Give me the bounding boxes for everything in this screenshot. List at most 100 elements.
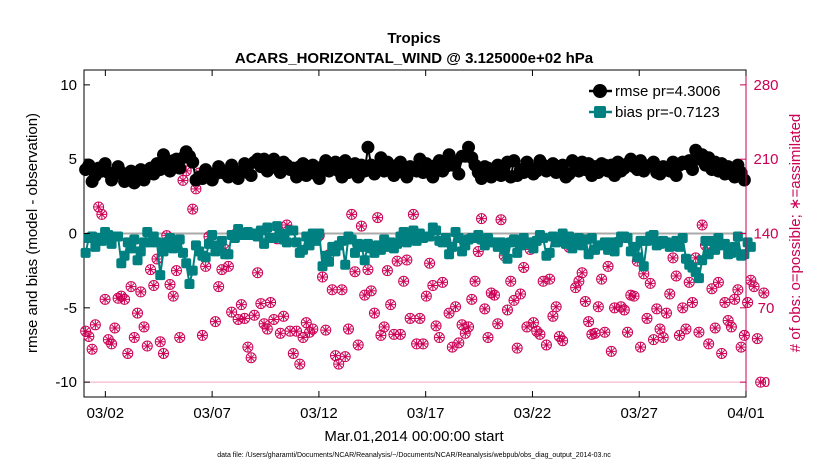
bias-point [324,256,335,267]
legend-bias-marker [594,106,606,118]
obs-point [469,275,481,287]
obs-assimilated-marker [684,277,694,287]
obs-point [670,270,682,282]
star-stroke [516,290,524,298]
obs-possible-marker [518,261,530,273]
star-stroke [403,256,411,264]
obs-possible-marker [641,312,653,324]
star-stroke [319,273,327,281]
obs-point [242,341,254,353]
obs-possible-marker [372,212,384,224]
obs-assimilated-marker [337,285,347,295]
bias-point [638,261,649,272]
bias-point [359,255,370,266]
obs-possible-marker [300,317,312,329]
obs-point [420,290,432,302]
rmse-point [737,173,751,187]
obs-assimilated-marker [515,289,525,299]
obs-point [738,329,750,341]
obs-possible-marker [472,246,484,258]
obs-assimilated-marker [100,294,110,304]
rmse-point [507,154,521,168]
obs-point [677,302,689,314]
bias-point [126,243,137,254]
obs-possible-marker [427,280,439,292]
obs-point [141,340,153,352]
y-right-tick-label: 140 [753,226,778,243]
obs-point [268,313,280,325]
obs-possible-marker [670,270,682,282]
obs-point [489,289,501,301]
bias-point [719,238,730,249]
obs-point [255,298,267,310]
star-stroke [267,299,275,307]
star-stroke [331,352,339,360]
obs-point [537,275,549,287]
star-stroke [95,203,103,211]
obs-assimilated-marker [392,256,402,266]
obs-assimilated-marker [87,344,97,354]
star-stroke [718,349,726,357]
obs-point [547,310,559,322]
obs-point [93,201,105,213]
obs-assimilated-marker [399,276,409,286]
obs-point [417,338,429,350]
obs-possible-marker [333,358,345,370]
obs-assimilated-marker [240,313,250,323]
obs-point [450,301,462,313]
obs-possible-marker [696,219,708,231]
obs-assimilated-marker [139,322,149,332]
obs-possible-marker [216,264,228,276]
obs-possible-marker [304,326,316,338]
obs-possible-marker [245,352,257,364]
obs-point [154,336,166,348]
star-stroke [328,286,336,294]
bias-point [622,232,633,243]
star-stroke [585,318,593,326]
bias-series [80,221,756,290]
obs-point [368,307,380,319]
obs-point [346,208,358,220]
obs-possible-marker [758,287,770,299]
obs-assimilated-marker [707,284,717,294]
obs-point [622,326,634,338]
rmse-point [400,170,414,184]
obs-assimilated-marker [301,318,311,328]
obs-assimilated-marker [720,298,730,308]
obs-possible-marker [248,309,260,321]
obs-point [742,297,754,309]
obs-point [735,341,747,353]
obs-point [544,273,556,285]
bias-point [677,232,688,243]
obs-assimilated-marker [165,279,175,289]
obs-point [158,347,170,359]
obs-point [291,325,303,337]
star-stroke [708,285,716,293]
star-stroke [348,210,356,218]
obs-point [719,297,731,309]
obs-assimilated-marker [464,322,474,332]
bias-point [440,232,451,243]
bias-point [538,232,549,243]
obs-point [725,321,737,333]
obs-possible-marker [265,297,277,309]
star-stroke [662,309,670,317]
obs-point [729,293,741,305]
y-left-tick-label: 0 [69,226,77,243]
star-stroke [172,267,180,275]
obs-point [618,304,630,316]
star-stroke [650,336,658,344]
star-stroke [377,331,385,339]
obs-point [339,351,351,363]
obs-assimilated-marker [551,302,561,312]
obs-possible-marker [278,310,290,322]
obs-possible-marker [505,275,517,287]
star-stroke [546,275,554,283]
obs-possible-marker [722,315,734,327]
obs-possible-marker [261,323,273,335]
obs-point [342,323,354,335]
star-stroke [396,330,404,338]
star-stroke [182,167,190,175]
star-stroke [309,325,317,333]
obs-point [424,257,436,269]
